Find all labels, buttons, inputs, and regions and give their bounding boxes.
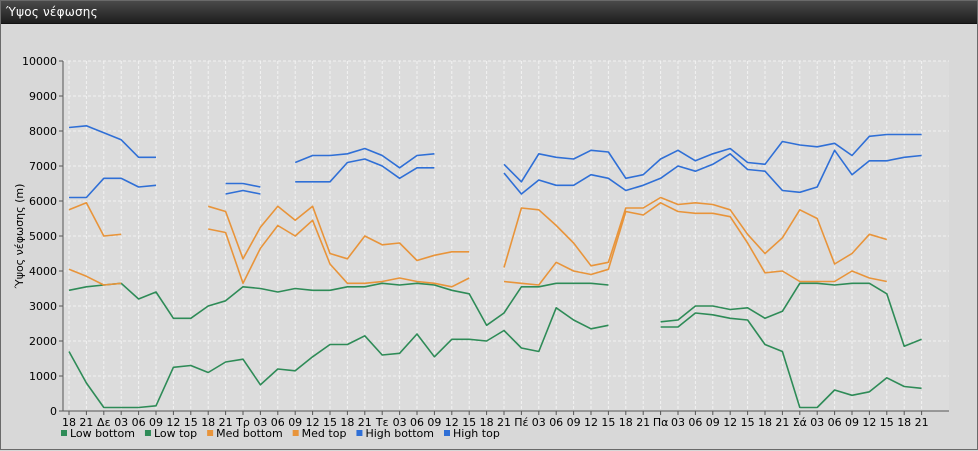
x-tick-label: 21 <box>775 416 789 429</box>
x-tick-label: Σά <box>793 416 807 429</box>
y-tick-label: 8000 <box>29 125 57 138</box>
legend-label-low-bottom: Low bottom <box>70 427 135 440</box>
x-tick-label: 06 <box>410 416 424 429</box>
y-tick-label: 3000 <box>29 300 57 313</box>
x-tick-label: 12 <box>306 416 320 429</box>
x-tick-label: Πα <box>653 416 669 429</box>
x-tick-label: 06 <box>132 416 146 429</box>
x-tick-label: 15 <box>184 416 198 429</box>
x-tick-label: 09 <box>149 416 163 429</box>
x-tick-label: 06 <box>688 416 702 429</box>
series-line-high-bottom <box>69 149 922 199</box>
y-tick-label: 2000 <box>29 335 57 348</box>
x-tick-label: 03 <box>253 416 267 429</box>
x-tick-label: 21 <box>79 416 93 429</box>
x-tick-label: 12 <box>445 416 459 429</box>
x-tick-label: 18 <box>201 416 215 429</box>
x-tick-label: 12 <box>723 416 737 429</box>
y-tick-label: 7000 <box>29 160 57 173</box>
y-tick-label: 10000 <box>22 55 57 68</box>
x-tick-label: 09 <box>567 416 581 429</box>
legend-swatch-high-bottom <box>356 430 363 436</box>
x-tick-label: 06 <box>828 416 842 429</box>
x-tick-label: 18 <box>897 416 911 429</box>
series-line-low-bottom <box>68 307 922 409</box>
x-tick-label: Τε <box>375 416 389 429</box>
x-tick-label: 18 <box>62 416 76 429</box>
legend-swatch-low-bottom <box>61 430 67 436</box>
x-tick-label: 15 <box>601 416 615 429</box>
x-tick-label: 15 <box>880 416 894 429</box>
legend-label-med-top: Med top <box>302 427 347 440</box>
x-tick-label: 03 <box>671 416 685 429</box>
x-tick-label: 03 <box>114 416 128 429</box>
y-tick-label: 5000 <box>29 230 57 243</box>
x-tick-label: 12 <box>166 416 180 429</box>
x-tick-label: 03 <box>532 416 546 429</box>
legend-label-med-bottom: Med bottom <box>216 427 283 440</box>
x-tick-label: 18 <box>619 416 633 429</box>
y-tick-label: 1000 <box>29 370 57 383</box>
series-line-high-top <box>68 125 922 188</box>
x-tick-label: 15 <box>462 416 476 429</box>
x-tick-label: 09 <box>427 416 441 429</box>
x-tick-label: 18 <box>480 416 494 429</box>
x-tick-label: 09 <box>706 416 720 429</box>
x-tick-label: 06 <box>271 416 285 429</box>
y-tick-label: 6000 <box>29 195 57 208</box>
x-tick-label: 21 <box>358 416 372 429</box>
x-tick-label: 21 <box>219 416 233 429</box>
x-tick-label: 21 <box>636 416 650 429</box>
legend-label-high-top: High top <box>453 427 500 440</box>
y-tick-label: 9000 <box>29 90 57 103</box>
x-tick-label: 09 <box>288 416 302 429</box>
legend-swatch-med-top <box>292 430 299 436</box>
x-tick-label: Πέ <box>514 416 528 429</box>
y-tick-label: 4000 <box>29 265 57 278</box>
x-tick-label: 03 <box>393 416 407 429</box>
x-tick-label: 18 <box>340 416 354 429</box>
x-tick-label: 03 <box>810 416 824 429</box>
legend-label-low-top: Low top <box>154 427 197 440</box>
x-tick-label: 12 <box>584 416 598 429</box>
y-axis-label: Ύψος νέφωσης (m) <box>13 184 26 290</box>
series-line-med-bottom <box>68 202 887 288</box>
x-tick-label: 15 <box>741 416 755 429</box>
legend-label-high-bottom: High bottom <box>365 427 434 440</box>
x-tick-label: 21 <box>497 416 511 429</box>
x-tick-label: 12 <box>862 416 876 429</box>
y-tick-label: 0 <box>50 405 57 418</box>
x-tick-label: Δε <box>97 416 111 429</box>
series-line-low-top <box>68 282 922 348</box>
x-tick-label: 18 <box>758 416 772 429</box>
x-tick-label: 09 <box>845 416 859 429</box>
series-line-med-top <box>68 196 888 268</box>
legend-swatch-med-bottom <box>207 430 214 436</box>
window-title: Ύψος νέφωσης <box>6 5 98 19</box>
legend-swatch-high-top <box>444 430 450 436</box>
title-bar: Ύψος νέφωσης <box>1 1 977 24</box>
legend-swatch-low-top <box>144 430 151 436</box>
x-tick-label: 21 <box>915 416 929 429</box>
x-tick-label: 06 <box>549 416 563 429</box>
x-tick-label: 15 <box>323 416 337 429</box>
x-tick-label: Τρ <box>235 416 250 429</box>
